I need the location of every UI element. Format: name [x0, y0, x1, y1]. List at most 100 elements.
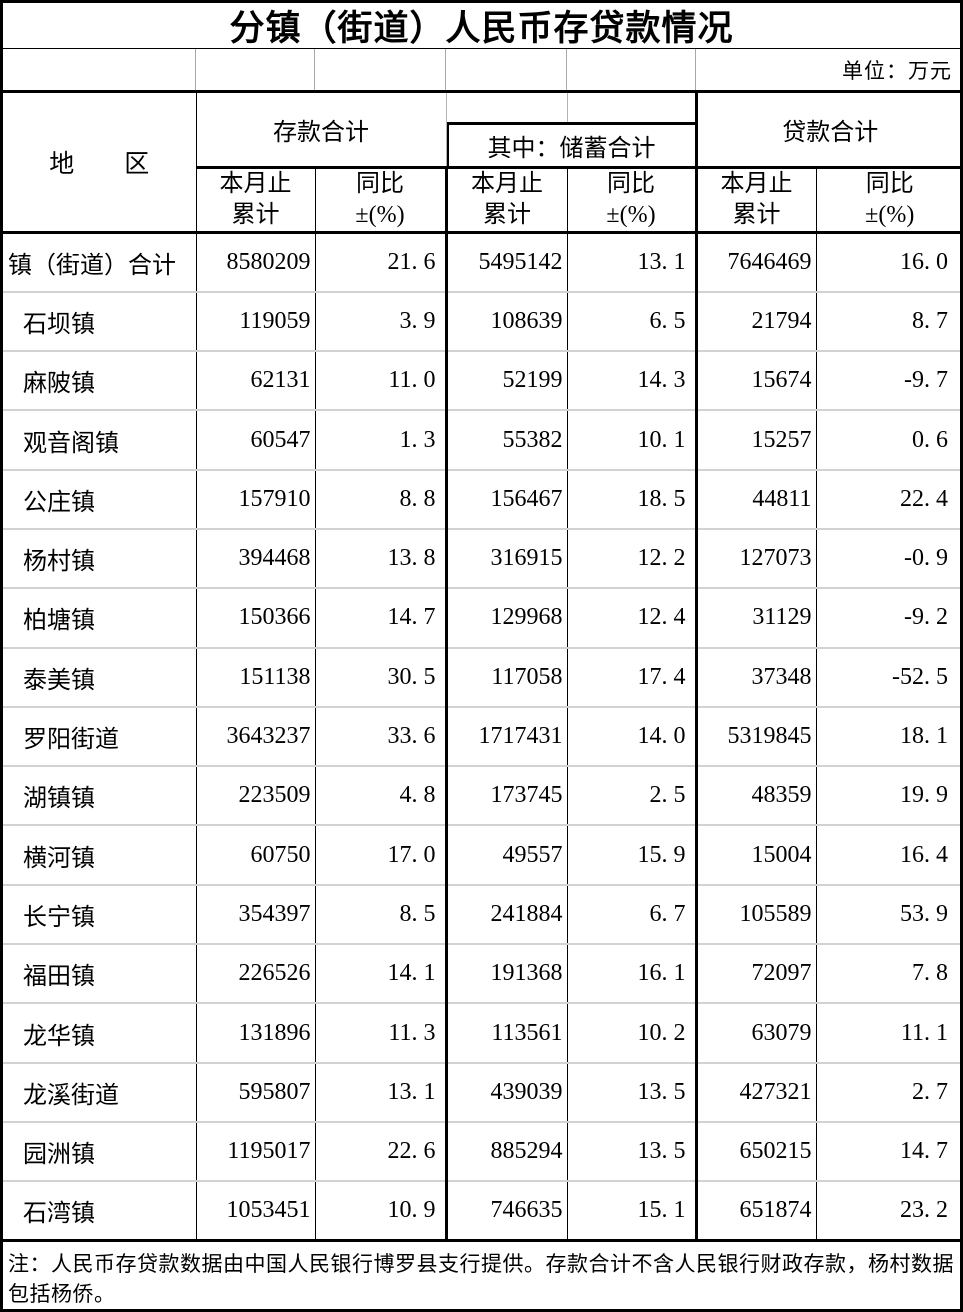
- column-header-loan-mtd: 本月止 累计: [694, 167, 816, 234]
- savings-yoy: 12. 4: [566, 588, 696, 648]
- footnote: 注：人民币存贷款数据由中国人民银行博罗县支行提供。存款合计不含人民银行财政存款，…: [8, 1252, 954, 1307]
- deposit-yoy: 30. 5: [314, 647, 446, 707]
- region-name: 麻陂镇: [3, 351, 197, 411]
- loan-value: 72097: [694, 944, 816, 1004]
- savings-value: 129968: [444, 588, 567, 648]
- savings-value: 49557: [444, 825, 567, 885]
- savings-value: 439039: [444, 1062, 567, 1122]
- savings-value: 156467: [444, 469, 567, 529]
- deposit-value: 151138: [195, 647, 315, 707]
- table-row: 麻陂镇 62131 11. 0 52199 14. 3 15674 -9. 7: [3, 351, 960, 411]
- deposit-value: 1053451: [195, 1181, 315, 1241]
- region-name: 泰美镇: [3, 647, 197, 707]
- savings-yoy: 10. 1: [566, 410, 696, 470]
- savings-value: 191368: [444, 944, 567, 1004]
- page-title: 分镇（街道）人民币存贷款情况: [3, 3, 960, 49]
- loan-value: 15004: [694, 825, 816, 885]
- table-row: 福田镇 226526 14. 1 191368 16. 1 72097 7. 8: [3, 944, 960, 1004]
- deposit-yoy: 3. 9: [314, 291, 446, 352]
- savings-value: 108639: [444, 291, 567, 352]
- loan-yoy: 8. 7: [815, 291, 960, 352]
- loan-value: 650215: [694, 1121, 816, 1182]
- savings-yoy: 17. 4: [566, 647, 696, 707]
- header-row-subcolumns: 本月止 累计 同比 ±(%) 本月止 累计 同比 ±(%) 本月止 累计 同比 ±(%): [3, 167, 960, 234]
- loan-value: 37348: [694, 647, 816, 707]
- region-name: 公庄镇: [3, 469, 197, 529]
- loan-yoy: 22. 4: [815, 469, 960, 529]
- deposit-value: 595807: [195, 1062, 315, 1122]
- savings-yoy: 13. 5: [566, 1062, 696, 1122]
- subheader-line: ±(%): [355, 202, 405, 228]
- unit-row: 单位：万元: [3, 49, 960, 93]
- savings-yoy: 15. 9: [566, 825, 696, 885]
- deposit-yoy: 8. 8: [314, 469, 446, 529]
- table-row-total: 镇（街道）合计 8580209 21. 6 5495142 13. 1 7646…: [3, 232, 960, 292]
- subheader-line: 同比: [356, 171, 404, 197]
- deposit-yoy: 8. 5: [314, 884, 446, 945]
- table-row: 长宁镇 354397 8. 5 241884 6. 7 105589 53. 9: [3, 884, 960, 945]
- loan-value: 7646469: [694, 232, 816, 292]
- savings-value: 113561: [444, 1003, 567, 1063]
- loan-yoy: 11. 1: [815, 1003, 960, 1063]
- loan-yoy: -9. 7: [815, 351, 960, 411]
- loan-yoy: 2. 7: [815, 1062, 960, 1122]
- subheader-line: 同比: [607, 171, 655, 197]
- savings-value: 746635: [444, 1181, 567, 1241]
- column-header-savings-total: 其中：储蓄合计: [445, 93, 696, 169]
- column-header-savings-mtd: 本月止 累计: [444, 167, 567, 234]
- region-name: 福田镇: [3, 944, 197, 1004]
- loan-value: 127073: [694, 528, 816, 589]
- loan-value: 5319845: [694, 706, 816, 767]
- loan-yoy: 19. 9: [815, 766, 960, 826]
- loan-yoy: 16. 0: [815, 232, 960, 292]
- loan-yoy: 23. 2: [815, 1181, 960, 1241]
- loan-value: 44811: [694, 469, 816, 529]
- savings-value: 5495142: [444, 232, 567, 292]
- table-row: 泰美镇 151138 30. 5 117058 17. 4 37348 -52.…: [3, 647, 960, 707]
- deposit-value: 60750: [195, 825, 315, 885]
- grid-line: [445, 49, 446, 90]
- table-row: 石坝镇 119059 3. 9 108639 6. 5 21794 8. 7: [3, 291, 960, 352]
- grid-line: [566, 49, 567, 90]
- deposits-loans-table: 地 区 存款合计 其中：储蓄合计 贷款合计 本月止 累计 同比 ±(%) 本月止 累计…: [3, 93, 960, 1242]
- loan-value: 15674: [694, 351, 816, 411]
- deposit-value: 60547: [195, 410, 315, 470]
- column-header-savings-yoy: 同比 ±(%): [566, 167, 696, 234]
- subheader-line: 累计: [732, 202, 781, 228]
- loan-yoy: 53. 9: [815, 884, 960, 945]
- grid-line: [314, 49, 315, 90]
- grid-line: [695, 49, 696, 90]
- deposit-yoy: 10. 9: [314, 1181, 446, 1241]
- subheader-line: 累计: [483, 202, 531, 228]
- deposit-yoy: 21. 6: [314, 232, 446, 292]
- subheader-line: 本月止: [720, 171, 793, 197]
- region-name: 龙华镇: [3, 1003, 197, 1063]
- loan-yoy: -9. 2: [815, 588, 960, 648]
- table-row: 公庄镇 157910 8. 8 156467 18. 5 44811 22. 4: [3, 469, 960, 529]
- savings-yoy: 10. 2: [566, 1003, 696, 1063]
- savings-yoy: 13. 5: [566, 1121, 696, 1182]
- loan-yoy: 16. 4: [815, 825, 960, 885]
- savings-yoy: 14. 0: [566, 706, 696, 767]
- grid-line: [195, 49, 196, 90]
- table-row: 柏塘镇 150366 14. 7 129968 12. 4 31129 -9. …: [3, 588, 960, 648]
- loan-yoy: -52. 5: [815, 647, 960, 707]
- region-name: 湖镇镇: [3, 766, 197, 826]
- loan-value: 651874: [694, 1181, 816, 1241]
- subheader-line: 本月止: [219, 171, 292, 197]
- subheader-line: 同比: [865, 171, 914, 197]
- column-header-loan-yoy: 同比 ±(%): [815, 167, 960, 234]
- savings-yoy: 6. 7: [566, 884, 696, 945]
- deposit-value: 394468: [195, 528, 315, 589]
- deposit-yoy: 1. 3: [314, 410, 446, 470]
- loan-yoy: 7. 8: [815, 944, 960, 1004]
- deposit-value: 1195017: [195, 1121, 315, 1182]
- header-row-groups: 地 区 存款合计 其中：储蓄合计 贷款合计: [3, 93, 960, 234]
- deposit-value: 226526: [195, 944, 315, 1004]
- savings-value: 316915: [444, 528, 567, 589]
- savings-yoy: 14. 3: [566, 351, 696, 411]
- region-name: 镇（街道）合计: [3, 232, 197, 292]
- savings-value: 173745: [444, 766, 567, 826]
- savings-value: 241884: [444, 884, 567, 945]
